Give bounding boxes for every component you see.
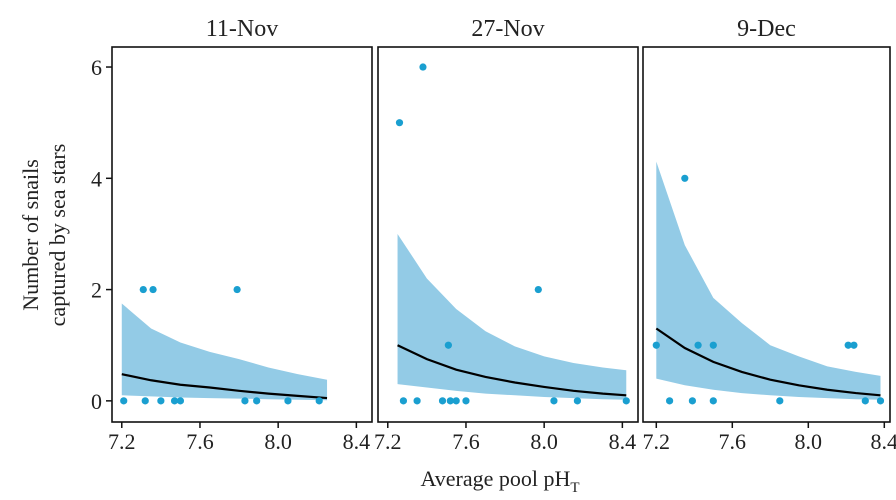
point [694, 341, 702, 349]
point [709, 341, 717, 349]
x-label-sub: T [570, 480, 579, 495]
point [315, 397, 323, 405]
point [446, 397, 454, 405]
point [652, 341, 660, 349]
point [850, 341, 858, 349]
point [438, 397, 447, 405]
y-label-line: captured by sea stars [45, 144, 70, 327]
panel-title: 9-Dec [737, 16, 796, 42]
y-tick-label: 4 [91, 166, 102, 191]
point [776, 397, 784, 405]
panel-frame [377, 46, 639, 423]
y-label-line: Number of snails [18, 159, 43, 311]
point [666, 397, 674, 405]
point [399, 397, 408, 405]
point [550, 397, 558, 405]
panel-frame [642, 46, 891, 423]
point [861, 397, 869, 405]
x-tick-label: 7.2 [108, 429, 136, 454]
point [573, 397, 581, 405]
x-label-main: Average pool pH [420, 466, 570, 491]
x-tick-label: 8.0 [264, 429, 292, 454]
point [709, 397, 717, 405]
point [462, 397, 470, 405]
x-label: Average pool pHT [420, 466, 579, 495]
fit-line [397, 344, 627, 397]
point [844, 341, 852, 349]
x-tick-label: 8.0 [530, 429, 558, 454]
x-tick-label: 7.6 [452, 429, 480, 454]
point [241, 397, 249, 405]
panel-title: 27-Nov [471, 16, 544, 42]
panel-title: 11-Nov [206, 16, 278, 42]
x-tick-label: 7.2 [374, 429, 402, 454]
y-tick-label: 0 [91, 389, 102, 414]
point [681, 174, 689, 182]
point [534, 285, 542, 294]
point [120, 397, 128, 405]
y-tick-label: 2 [91, 278, 102, 303]
point [284, 397, 292, 405]
point [876, 397, 885, 405]
x-tick-label: 8.4 [343, 429, 371, 454]
point [176, 397, 185, 405]
point [413, 397, 421, 405]
point [149, 285, 157, 294]
point [622, 397, 630, 405]
panel-frame [111, 46, 373, 423]
confidence-band [397, 233, 627, 400]
fit-line [121, 373, 328, 400]
y-tick-label: 6 [91, 55, 102, 80]
fit-line [655, 327, 881, 397]
point [170, 397, 179, 405]
x-tick-label: 8.0 [795, 429, 823, 454]
point [688, 397, 697, 405]
confidence-band [656, 161, 881, 400]
x-tick-label: 7.2 [643, 429, 671, 454]
point [395, 119, 404, 127]
point [253, 397, 261, 405]
point [419, 63, 427, 71]
point [139, 285, 147, 294]
point [141, 397, 149, 405]
x-tick-label: 7.6 [186, 429, 214, 454]
x-tick-label: 8.4 [871, 429, 896, 454]
y-label: Number of snails captured by sea stars [18, 144, 70, 327]
x-tick-label: 7.6 [719, 429, 747, 454]
x-tick-label: 8.4 [609, 429, 637, 454]
confidence-band [121, 303, 328, 401]
point [444, 341, 452, 349]
point [452, 397, 460, 405]
point [157, 397, 165, 405]
point [233, 285, 241, 294]
